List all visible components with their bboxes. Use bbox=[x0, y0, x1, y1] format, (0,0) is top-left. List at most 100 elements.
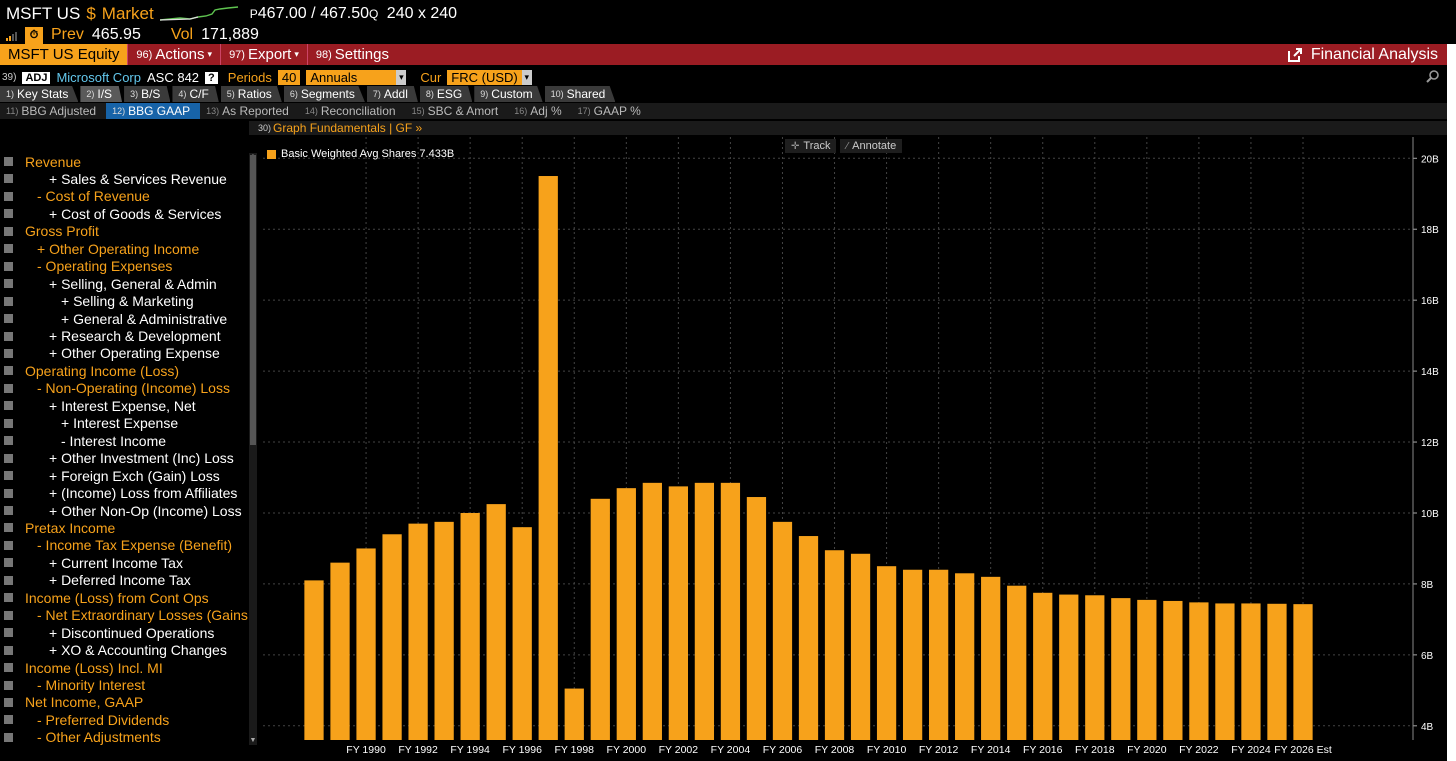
tab-addl[interactable]: 7) Addl bbox=[366, 86, 418, 102]
bar[interactable] bbox=[642, 482, 662, 740]
sidebar-item[interactable]: - Cost of Revenue bbox=[0, 188, 249, 205]
periods-input[interactable]: 40 bbox=[277, 70, 301, 85]
sidebar-item[interactable]: + Interest Expense, Net bbox=[0, 397, 249, 414]
scroll-thumb[interactable] bbox=[250, 155, 256, 445]
checkbox[interactable] bbox=[4, 471, 13, 481]
sidebar-item[interactable]: + Other Operating Income bbox=[0, 240, 249, 257]
subtab-adj-pct[interactable]: 16) Adj % bbox=[514, 104, 562, 118]
checkbox[interactable] bbox=[4, 174, 13, 184]
sidebar-item[interactable]: - Non-Operating (Income) Loss bbox=[0, 380, 249, 397]
tab-segments[interactable]: 6) Segments bbox=[283, 86, 365, 102]
graph-fundamentals-link[interactable]: 30) Graph Fundamentals | GF » bbox=[249, 121, 1456, 135]
sidebar-item[interactable]: Net Income, GAAP bbox=[0, 694, 249, 711]
bar[interactable] bbox=[1267, 603, 1287, 740]
tab-income-statement[interactable]: 2) I/S bbox=[80, 86, 123, 102]
checkbox[interactable] bbox=[4, 296, 13, 306]
bar[interactable] bbox=[512, 527, 532, 740]
sidebar-scrollbar[interactable]: ▲ ▼ bbox=[249, 153, 257, 745]
sidebar-item[interactable]: + Other Investment (Inc) Loss bbox=[0, 450, 249, 467]
checkbox[interactable] bbox=[4, 715, 13, 725]
company-name[interactable]: Microsoft Corp bbox=[56, 70, 141, 85]
checkbox[interactable] bbox=[4, 314, 13, 324]
trading-hours-icon[interactable]: ⏱ bbox=[25, 26, 43, 44]
bar[interactable] bbox=[460, 512, 480, 740]
tab-esg[interactable]: 8) ESG bbox=[419, 86, 473, 102]
ticker[interactable]: MSFT US bbox=[6, 4, 81, 23]
bar[interactable] bbox=[1189, 602, 1209, 740]
bar[interactable] bbox=[902, 569, 923, 740]
checkbox[interactable] bbox=[4, 628, 13, 638]
checkbox[interactable] bbox=[4, 418, 13, 428]
track-button[interactable]: ✛ Track bbox=[785, 139, 837, 153]
bar[interactable] bbox=[1137, 599, 1157, 740]
sidebar-item[interactable]: - Net Extraordinary Losses (Gains bbox=[0, 607, 249, 624]
search-icon[interactable] bbox=[1426, 69, 1440, 86]
checkbox[interactable] bbox=[4, 331, 13, 341]
bar[interactable] bbox=[955, 573, 975, 740]
checkbox[interactable] bbox=[4, 680, 13, 690]
currency-select[interactable]: FRC (USD) ▾ bbox=[447, 70, 532, 85]
sidebar-item[interactable]: Income (Loss) Incl. MI bbox=[0, 659, 249, 676]
sidebar-item[interactable]: - Preferred Dividends bbox=[0, 711, 249, 728]
sidebar-item[interactable]: + General & Administrative bbox=[0, 310, 249, 327]
bar-chart[interactable]: 4B 6B 8B 10B 12B 14B 16B 18B 20B FY 1990 FY 1992 FY… bbox=[257, 137, 1447, 761]
checkbox[interactable] bbox=[4, 366, 13, 376]
sidebar-item[interactable]: + Deferred Income Tax bbox=[0, 572, 249, 589]
sidebar-item[interactable]: + Foreign Exch (Gain) Loss bbox=[0, 467, 249, 484]
checkbox[interactable] bbox=[4, 401, 13, 411]
bar[interactable] bbox=[1111, 598, 1131, 740]
security-field[interactable]: MSFT US Equity bbox=[0, 44, 128, 65]
checkbox[interactable] bbox=[4, 209, 13, 219]
annotate-button[interactable]: ⁄ Annotate bbox=[840, 139, 903, 153]
checkbox[interactable] bbox=[4, 663, 13, 673]
checkbox[interactable] bbox=[4, 436, 13, 446]
sidebar-item[interactable]: + Selling, General & Admin bbox=[0, 275, 249, 292]
checkbox[interactable] bbox=[4, 523, 13, 533]
checkbox[interactable] bbox=[4, 506, 13, 515]
checkbox[interactable] bbox=[4, 558, 13, 568]
subtab-as-reported[interactable]: 13) As Reported bbox=[206, 104, 289, 118]
bar[interactable] bbox=[694, 482, 715, 740]
bar[interactable] bbox=[720, 482, 741, 740]
sidebar-item[interactable]: Gross Profit bbox=[0, 223, 249, 240]
checkbox[interactable] bbox=[4, 732, 13, 742]
panel-title[interactable]: Financial Analysis bbox=[1287, 44, 1456, 65]
subtab-gaap-pct[interactable]: 17) GAAP % bbox=[577, 104, 641, 118]
sidebar-item[interactable]: - Other Adjustments bbox=[0, 729, 249, 746]
bar[interactable] bbox=[772, 521, 793, 740]
checkbox[interactable] bbox=[4, 488, 13, 498]
bar[interactable] bbox=[746, 497, 767, 740]
sidebar-item[interactable]: + XO & Accounting Changes bbox=[0, 642, 249, 659]
subtab-bbg-gaap[interactable]: 12) BBG GAAP bbox=[106, 103, 201, 119]
bar[interactable] bbox=[486, 504, 506, 740]
checkbox[interactable] bbox=[4, 226, 13, 236]
checkbox[interactable] bbox=[4, 540, 13, 550]
bar[interactable] bbox=[1163, 600, 1183, 740]
frequency-select[interactable]: Annuals ▾ bbox=[306, 70, 407, 85]
chart-legend[interactable]: Basic Weighted Avg Shares 7.433B bbox=[267, 148, 454, 160]
tab-key-stats[interactable]: 1) Key Stats bbox=[0, 86, 79, 102]
subtab-reconciliation[interactable]: 14) Reconciliation bbox=[304, 104, 396, 118]
checkbox[interactable] bbox=[4, 157, 13, 166]
bar[interactable] bbox=[824, 550, 845, 740]
bar[interactable] bbox=[1059, 594, 1079, 740]
help-icon[interactable]: ? bbox=[205, 71, 218, 84]
bar[interactable] bbox=[929, 569, 949, 740]
sidebar-item[interactable]: + Cost of Goods & Services bbox=[0, 205, 249, 222]
sidebar-item[interactable]: + Research & Development bbox=[0, 328, 249, 345]
bar[interactable] bbox=[1007, 585, 1027, 740]
settings-menu[interactable]: 98) Settings bbox=[306, 44, 397, 65]
subtab-bbg-adjusted[interactable]: 11) BBG Adjusted bbox=[6, 104, 97, 118]
sidebar-item[interactable]: + Other Non-Op (Income) Loss bbox=[0, 502, 249, 519]
bar[interactable] bbox=[1293, 604, 1313, 740]
bar[interactable] bbox=[590, 498, 610, 740]
bar[interactable] bbox=[616, 488, 636, 740]
bar[interactable] bbox=[668, 486, 688, 740]
sidebar-item[interactable]: + Discontinued Operations bbox=[0, 624, 249, 641]
sidebar-item[interactable]: Pretax Income bbox=[0, 519, 249, 536]
scroll-down-icon[interactable]: ▼ bbox=[249, 737, 257, 744]
chart-area[interactable]: 4B 6B 8B 10B 12B 14B 16B 18B 20B FY 1990 FY 1992 FY… bbox=[257, 137, 1447, 761]
bar[interactable] bbox=[876, 566, 897, 740]
adj-badge[interactable]: ADJ bbox=[22, 71, 51, 84]
bar[interactable] bbox=[564, 688, 584, 740]
